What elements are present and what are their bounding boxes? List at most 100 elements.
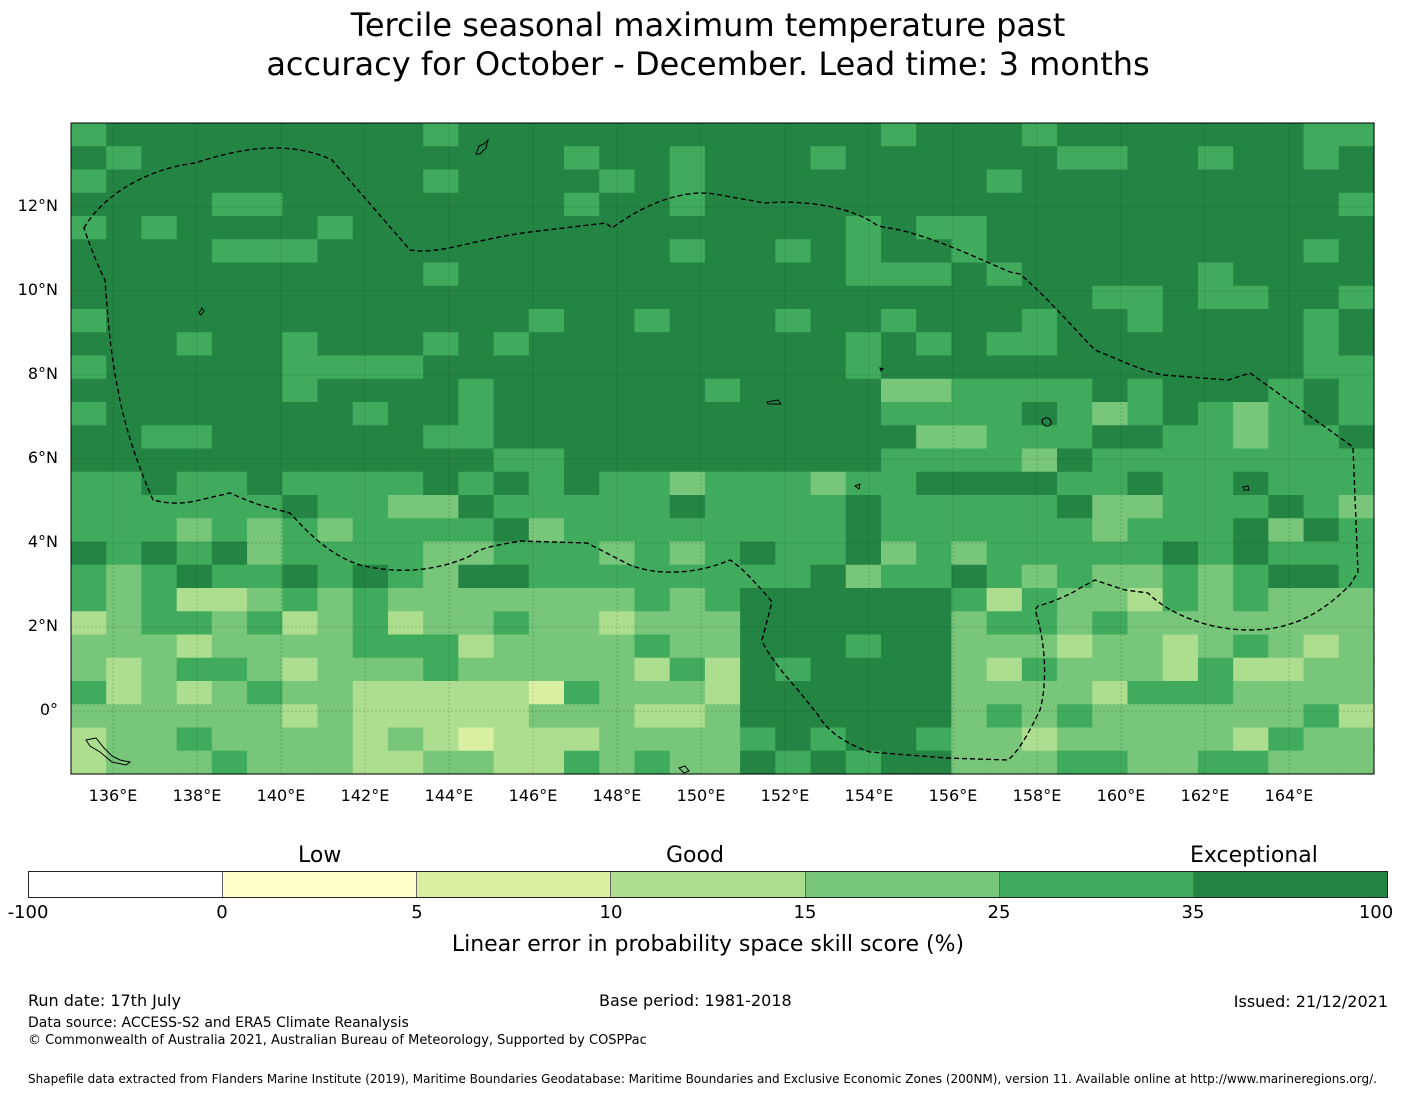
skill-cell <box>740 239 776 264</box>
skill-cell <box>704 146 741 171</box>
skill-cell <box>986 541 1023 566</box>
skill-cell <box>141 309 178 333</box>
skill-cell <box>247 564 283 589</box>
skill-cell <box>458 239 495 264</box>
skill-cell <box>740 169 776 194</box>
skill-cell <box>176 564 213 589</box>
skill-cell <box>916 192 953 217</box>
skill-cell <box>1303 657 1340 682</box>
skill-cell <box>1233 192 1269 217</box>
skill-cell <box>352 657 389 682</box>
skill-cell <box>141 471 178 496</box>
skill-cell <box>1092 588 1129 612</box>
skill-cell <box>740 192 776 217</box>
skill-cell <box>1057 123 1093 147</box>
skill-cell <box>1197 727 1234 752</box>
skill-cell <box>634 425 671 450</box>
skill-cell <box>704 495 741 519</box>
skill-cell <box>845 192 882 217</box>
skill-cell <box>704 285 741 310</box>
skill-cell <box>387 192 424 217</box>
skill-cell <box>141 332 178 357</box>
skill-cell <box>599 588 636 612</box>
skill-cell <box>669 239 706 264</box>
skill-cell <box>1021 657 1058 682</box>
skill-cell <box>528 704 565 729</box>
skill-cell <box>71 448 107 473</box>
skill-cell <box>951 425 988 450</box>
skill-cell <box>669 192 706 217</box>
skill-cell <box>880 425 917 450</box>
skill-cell <box>916 425 953 450</box>
skill-cell <box>1127 402 1164 426</box>
skill-cell <box>282 425 319 450</box>
skill-cell <box>493 285 530 310</box>
skill-cell <box>1057 285 1093 310</box>
skill-cell <box>352 750 389 775</box>
skill-cell <box>423 169 459 194</box>
skill-cell <box>247 192 283 217</box>
skill-cell <box>247 216 283 240</box>
skill-cell <box>528 634 565 659</box>
skill-cell <box>740 216 776 240</box>
colorbar-segment <box>805 872 1000 897</box>
skill-cell <box>1127 727 1164 752</box>
skill-cell <box>141 588 178 612</box>
skill-cell <box>1057 704 1093 729</box>
skill-cell <box>141 146 178 171</box>
skill-cell <box>528 285 565 310</box>
skill-cell <box>352 332 389 357</box>
skill-cell <box>176 588 213 612</box>
skill-cell <box>669 216 706 240</box>
skill-cell <box>247 727 283 752</box>
skill-cell <box>775 448 812 473</box>
skill-cell <box>1162 727 1199 752</box>
skill-cell <box>317 727 354 752</box>
skill-cell <box>1057 750 1093 775</box>
skill-cell <box>1162 750 1199 775</box>
skill-cell <box>352 262 389 287</box>
skill-cell <box>564 378 600 403</box>
skill-cell <box>387 495 424 519</box>
skill-cell <box>634 355 671 380</box>
skill-cell <box>1057 634 1093 659</box>
skill-cell <box>423 123 459 147</box>
skill-cell <box>986 564 1023 589</box>
skill-cell <box>317 216 354 240</box>
skill-cell <box>1162 448 1199 473</box>
skill-cell <box>775 123 812 147</box>
skill-cell <box>423 378 459 403</box>
skill-cell <box>71 192 107 217</box>
skill-cell <box>423 309 459 333</box>
skill-cell <box>282 332 319 357</box>
skill-cell <box>423 541 459 566</box>
skill-cell <box>1057 471 1093 496</box>
skill-cell <box>387 750 424 775</box>
skill-cell <box>1162 634 1199 659</box>
lon-tick-164e: 164°E <box>1264 786 1314 805</box>
skill-cell <box>141 657 178 682</box>
skill-cell <box>1197 285 1234 310</box>
skill-cell <box>669 564 706 589</box>
skill-cell <box>634 750 671 775</box>
skill-cell <box>634 448 671 473</box>
skill-cell <box>423 146 459 171</box>
skill-cell <box>317 169 354 194</box>
skill-cell <box>1268 495 1305 519</box>
skill-cell <box>1197 495 1234 519</box>
skill-cell <box>1162 378 1199 403</box>
skill-cell <box>1233 495 1269 519</box>
skill-cell <box>211 611 248 636</box>
skill-cell <box>106 309 143 333</box>
skill-cell <box>845 704 882 729</box>
skill-cell <box>1197 425 1234 450</box>
skill-cell <box>1092 123 1129 147</box>
skill-cell <box>634 216 671 240</box>
skill-cell <box>951 123 988 147</box>
skill-cell <box>1303 704 1340 729</box>
skill-cell <box>599 332 636 357</box>
skill-cell <box>106 588 143 612</box>
skill-cell <box>352 402 389 426</box>
skill-cell <box>71 355 107 380</box>
